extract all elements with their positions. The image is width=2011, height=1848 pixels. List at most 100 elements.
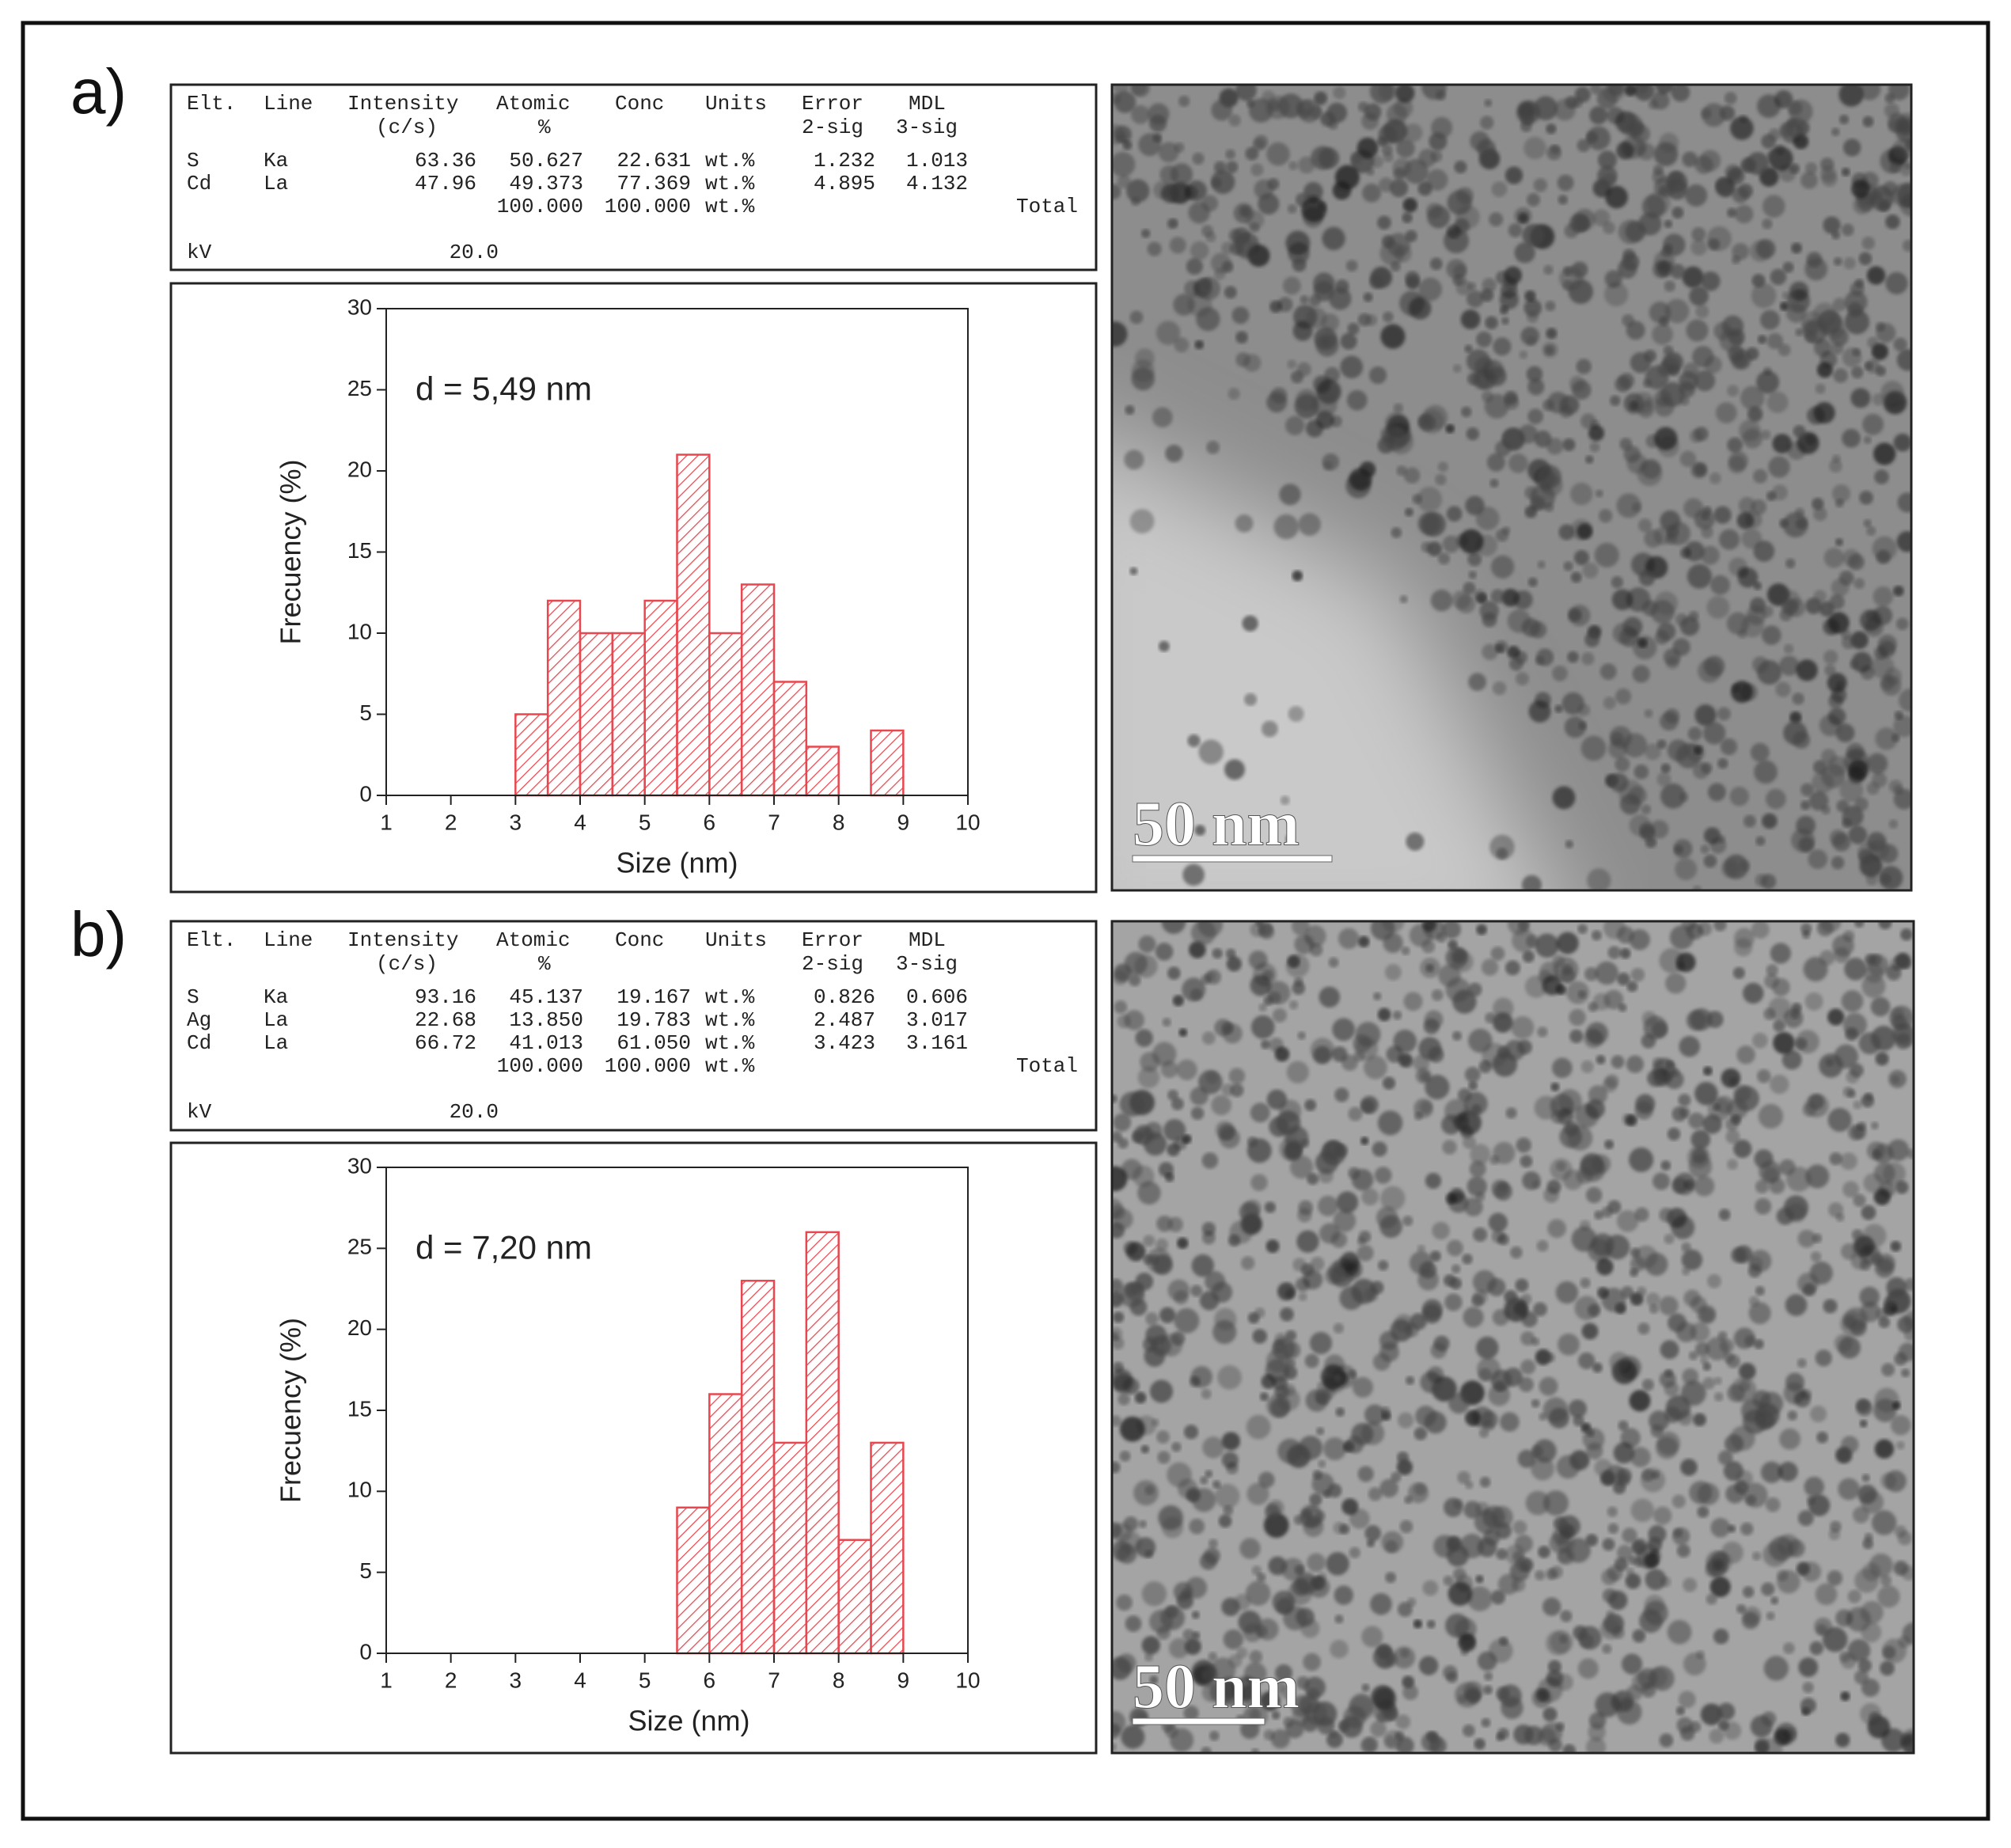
- tem-particle: [1592, 209, 1611, 226]
- tem-particle: [1847, 1589, 1861, 1603]
- tem-particle: [1566, 981, 1590, 1004]
- tem-particle: [1699, 150, 1721, 172]
- tem-particle: [1595, 1692, 1620, 1717]
- tem-particle: [1445, 1613, 1470, 1638]
- tem-particle: [1751, 283, 1777, 309]
- tem-particle: [1771, 484, 1788, 501]
- tem-particle: [1797, 1229, 1816, 1248]
- eds-cell: 77.369: [617, 172, 691, 195]
- tem-particle: [1886, 1277, 1907, 1298]
- eds-cell: 61.050: [617, 1031, 691, 1055]
- tem-particle: [1675, 952, 1696, 973]
- tem-particle: [1703, 827, 1721, 844]
- tem-particle: [1850, 388, 1871, 408]
- tem-particle: [1210, 1657, 1236, 1683]
- tem-particle: [1385, 1572, 1397, 1584]
- tem-particle: [1504, 1290, 1518, 1304]
- tem-particle: [1309, 1331, 1333, 1355]
- tem-particle: [1402, 1215, 1413, 1227]
- tem-particle: [1250, 1102, 1270, 1123]
- x-tick-label: 7: [768, 1668, 780, 1692]
- tem-particle: [1467, 372, 1480, 385]
- tem-particle: [1671, 85, 1690, 102]
- tem-particle: [1395, 1714, 1411, 1729]
- tem-particle: [1429, 257, 1443, 271]
- tem-particle: [1334, 1087, 1349, 1102]
- tem-particle: [1124, 450, 1144, 470]
- tem-particle: [1403, 123, 1423, 142]
- tem-particle: [1112, 1461, 1121, 1474]
- tem-particle: [1312, 1701, 1338, 1727]
- tem-particle: [1622, 249, 1636, 262]
- tem-particle: [1700, 545, 1720, 565]
- tem-particle: [1630, 967, 1645, 982]
- tem-particle: [1162, 1017, 1171, 1027]
- tem-particle: [1348, 1369, 1356, 1379]
- tem-particle: [1573, 550, 1590, 566]
- tem-particle: [1519, 350, 1528, 359]
- tem-particle: [1248, 951, 1268, 970]
- tem-particle: [1702, 1362, 1712, 1372]
- tem-particle: [1525, 1490, 1550, 1516]
- tem-particle: [1143, 1132, 1167, 1156]
- tem-particle: [1490, 555, 1515, 579]
- tem-particle: [1894, 711, 1903, 720]
- tem-particle: [1333, 1521, 1346, 1535]
- tem-particle: [1482, 643, 1498, 661]
- tem-particle: [1766, 332, 1784, 350]
- tem-particle: [1345, 1262, 1359, 1276]
- tem-particle: [1378, 1653, 1394, 1670]
- tem-particle: [1768, 996, 1792, 1021]
- tem-particle: [1689, 1721, 1702, 1733]
- tem-particle: [1387, 233, 1411, 257]
- tem-particle: [1303, 1653, 1321, 1672]
- tem-particle: [1779, 1159, 1796, 1176]
- tem-particle: [1117, 174, 1131, 189]
- tem-particle: [1796, 1030, 1819, 1053]
- tem-particle: [1787, 1410, 1798, 1421]
- tem-particle: [1592, 992, 1611, 1011]
- tem-particle: [1517, 1449, 1536, 1468]
- tem-particle: [1336, 1191, 1359, 1213]
- tem-particle: [1133, 1480, 1159, 1506]
- tem-particle: [1597, 150, 1618, 170]
- tem-particle: [1112, 1166, 1128, 1192]
- tem-particle: [1842, 805, 1864, 827]
- tem-particle: [1805, 161, 1818, 175]
- tem-particle: [1641, 1379, 1654, 1391]
- tem-particle: [1652, 1172, 1671, 1190]
- tem-particle: [1243, 1623, 1262, 1643]
- tem-particle: [1777, 1569, 1789, 1582]
- tem-particle: [1560, 1610, 1573, 1622]
- x-tick-label: 7: [768, 810, 780, 834]
- tem-particle: [1484, 99, 1493, 108]
- tem-particle: [1141, 1636, 1160, 1655]
- tem-particle: [1880, 1575, 1892, 1587]
- tem-particle: [1613, 1442, 1635, 1464]
- tem-particle: [1349, 468, 1372, 491]
- tem-particle: [1468, 673, 1487, 692]
- tem-particle: [1751, 921, 1770, 939]
- tem-particle: [1872, 393, 1885, 406]
- tem-particle: [1160, 1605, 1186, 1630]
- tem-particle: [1418, 277, 1442, 302]
- tem-particle: [1702, 722, 1726, 745]
- tem-particle: [1362, 183, 1381, 203]
- tem-particle: [1577, 990, 1587, 999]
- tem-particle: [1453, 1114, 1470, 1130]
- tem-particle: [1226, 956, 1242, 972]
- tem-particle: [1727, 1159, 1738, 1171]
- eds-table-frame: [169, 83, 1098, 271]
- tem-particle: [1550, 144, 1561, 154]
- tem-particle: [1639, 822, 1655, 837]
- tem-particle: [1899, 122, 1909, 131]
- tem-particle: [1679, 450, 1697, 468]
- tem-particle: [1149, 114, 1167, 132]
- tem-particle: [1535, 1569, 1546, 1580]
- tem-particle: [1851, 1229, 1864, 1241]
- tem-particle: [1464, 1066, 1481, 1083]
- y-tick-label: 5: [359, 1558, 372, 1583]
- eds-header: MDL: [909, 92, 946, 116]
- tem-particle: [1835, 537, 1844, 547]
- tem-particle: [1138, 133, 1162, 157]
